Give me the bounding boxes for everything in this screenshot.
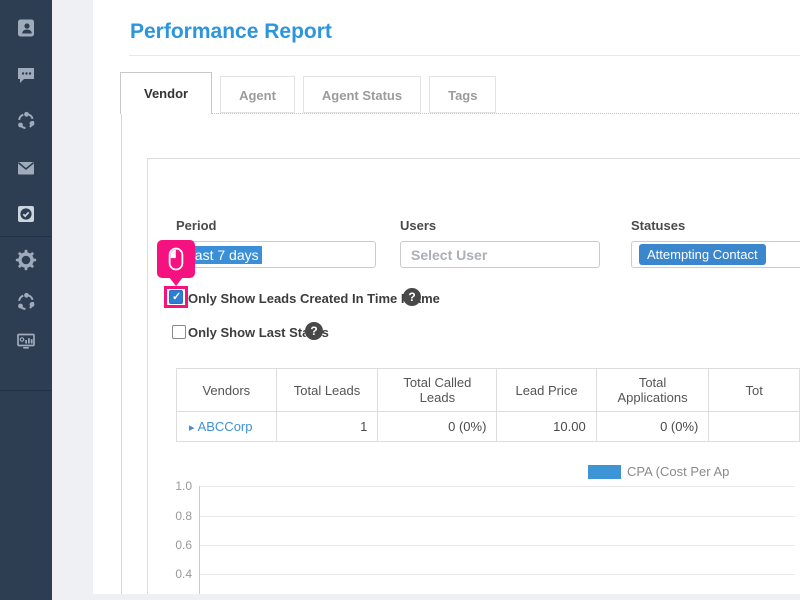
contacts-icon[interactable]	[15, 17, 37, 39]
tab-agent-status[interactable]: Agent Status	[302, 76, 422, 113]
col-truncated[interactable]: Tot	[708, 368, 800, 412]
y-tick-label: 0.8	[175, 509, 192, 523]
table-row: ABCCorp 1 0 (0%) 10.00 0 (0%)	[176, 411, 800, 442]
only-show-leads-checkbox[interactable]	[169, 290, 183, 304]
help-question-icon[interactable]	[305, 322, 323, 340]
vendor-cell: ABCCorp	[176, 411, 277, 442]
chart-gridline	[199, 545, 795, 546]
mouse-click-indicator-tail	[169, 277, 183, 286]
lead-price-cell: 10.00	[496, 411, 597, 442]
chart-y-axis	[199, 486, 200, 600]
statuses-label: Statuses	[631, 218, 686, 233]
period-input[interactable]: Last 7 days	[176, 241, 376, 268]
only-show-last-status-label: Only Show Last Status	[188, 325, 329, 340]
col-total-called-leads[interactable]: Total Called Leads	[377, 368, 498, 412]
total-leads-cell: 1	[275, 411, 379, 442]
sidebar-divider	[0, 236, 52, 237]
legend-label: CPA (Cost Per Ap	[627, 464, 730, 479]
statuses-input[interactable]: Attempting Contact	[631, 241, 800, 268]
share-network-icon[interactable]	[15, 291, 37, 313]
tab-agent[interactable]: Agent	[220, 76, 295, 113]
y-tick-label: 0.4	[175, 567, 192, 581]
col-total-applications[interactable]: Total Applications	[595, 368, 710, 412]
vendor-link[interactable]: ABCCorp	[189, 419, 253, 434]
tab-tags[interactable]: Tags	[429, 76, 497, 113]
total-applications-cell: 0 (0%)	[595, 411, 710, 442]
period-selected-text: Last 7 days	[184, 245, 262, 264]
period-label: Period	[176, 218, 217, 233]
chat-icon[interactable]	[15, 63, 37, 85]
help-question-icon[interactable]	[403, 288, 421, 306]
users-label: Users	[400, 218, 437, 233]
vendor-report-table: Vendors Total Leads Total Called Leads L…	[176, 368, 800, 442]
page-title: Performance Report	[130, 20, 332, 43]
mouse-click-indicator	[157, 240, 195, 278]
tab-vendor[interactable]: Vendor	[120, 72, 213, 114]
chart-gridline	[199, 574, 795, 575]
tasks-check-icon[interactable]	[15, 203, 37, 225]
col-lead-price[interactable]: Lead Price	[496, 368, 597, 412]
gear-icon[interactable]	[15, 249, 37, 271]
users-placeholder: Select User	[411, 246, 488, 263]
mail-icon[interactable]	[15, 157, 37, 179]
main-sidebar	[0, 0, 52, 600]
col-total-leads[interactable]: Total Leads	[275, 368, 379, 412]
only-show-last-status-checkbox[interactable]	[172, 325, 186, 339]
only-show-leads-label: Only Show Leads Created In Time Frame	[188, 291, 440, 306]
mouse-icon	[168, 247, 184, 270]
page-bottom-strip	[52, 594, 800, 600]
y-tick-label: 1.0	[175, 479, 192, 493]
monitor-chart-icon[interactable]	[15, 330, 37, 352]
y-tick-label: 0.6	[175, 538, 192, 552]
table-header-row: Vendors Total Leads Total Called Leads L…	[176, 368, 800, 412]
total-called-leads-cell: 0 (0%)	[377, 411, 498, 442]
legend-color-swatch	[588, 465, 621, 479]
chart-gridline	[199, 516, 795, 517]
status-tag-chip[interactable]: Attempting Contact	[639, 244, 766, 265]
title-divider	[129, 55, 800, 56]
sidebar-divider	[0, 390, 52, 391]
share-network-icon[interactable]	[15, 110, 37, 132]
chart-gridline	[199, 486, 795, 487]
report-tabs: Vendor Agent Agent Status Tags	[120, 72, 497, 114]
truncated-cell	[708, 411, 800, 442]
click-target-highlight	[164, 286, 188, 308]
users-input[interactable]: Select User	[400, 241, 600, 268]
col-vendors[interactable]: Vendors	[176, 368, 277, 412]
